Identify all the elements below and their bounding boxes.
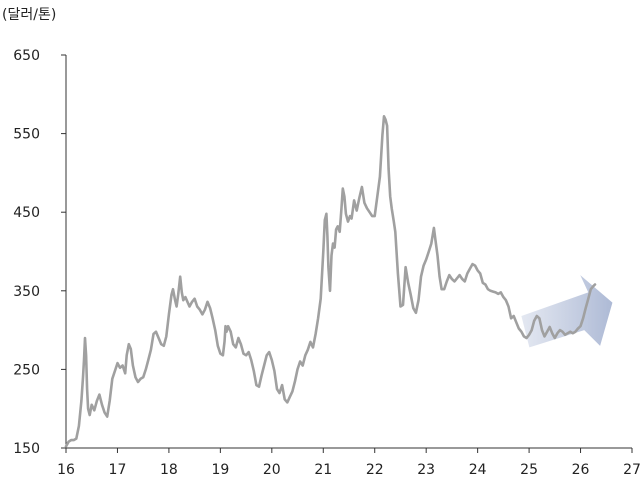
- y-tick-label: 350: [13, 284, 40, 300]
- x-tick-label: 19: [211, 462, 229, 478]
- x-tick-label: 26: [572, 462, 590, 478]
- trend-arrow: [521, 275, 613, 348]
- series-layer: [64, 115, 597, 448]
- x-tick-label: 23: [417, 462, 435, 478]
- y-tick-label: 450: [13, 205, 40, 221]
- y-tick-label: 550: [13, 127, 40, 143]
- y-tick-label: 150: [13, 441, 40, 457]
- x-tick-label: 20: [263, 462, 281, 478]
- x-tick-label: 17: [109, 462, 127, 478]
- x-tick-label: 24: [469, 462, 487, 478]
- y-unit-label: (달러/톤): [2, 7, 57, 23]
- x-tick-label: 21: [314, 462, 332, 478]
- y-tick-label: 650: [13, 48, 40, 64]
- x-tick-label: 18: [160, 462, 178, 478]
- x-tick-label: 27: [623, 462, 641, 478]
- series-line-0: [64, 115, 597, 448]
- x-tick-label: 16: [57, 462, 75, 478]
- trend-arrow-layer: [521, 275, 613, 348]
- y-tick-label: 250: [13, 362, 40, 378]
- x-tick-label: 22: [366, 462, 384, 478]
- x-tick-label: 25: [520, 462, 538, 478]
- axes: 150 250 350 450 550 650 16 17 18 19 20 21 22 23 24 25 26…: [13, 48, 641, 478]
